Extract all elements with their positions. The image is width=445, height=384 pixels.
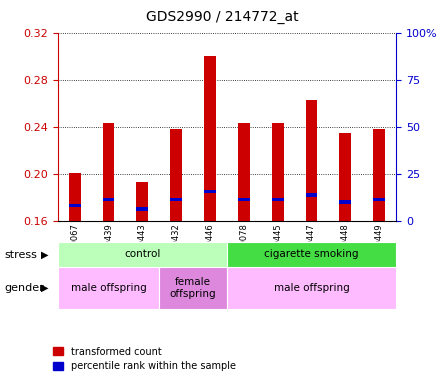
Bar	[103, 198, 114, 201]
Bar	[272, 123, 283, 221]
Bar	[340, 132, 351, 221]
Text: ▶: ▶	[41, 283, 48, 293]
Bar	[170, 198, 182, 201]
Bar	[69, 204, 81, 207]
Bar	[170, 129, 182, 221]
Bar	[306, 193, 317, 197]
Text: male offspring: male offspring	[71, 283, 146, 293]
Bar	[137, 182, 148, 221]
Bar	[204, 190, 216, 193]
Bar	[306, 100, 317, 221]
Bar	[272, 198, 283, 201]
Bar	[340, 200, 351, 204]
Bar	[373, 198, 385, 201]
Text: male offspring: male offspring	[274, 283, 349, 293]
Bar	[58, 242, 227, 267]
Bar	[238, 198, 250, 201]
Bar	[103, 123, 114, 221]
Text: stress: stress	[4, 250, 37, 260]
Bar	[58, 267, 159, 309]
Text: cigarette smoking: cigarette smoking	[264, 249, 359, 260]
Bar	[227, 267, 396, 309]
Bar	[227, 242, 396, 267]
Text: ▶: ▶	[41, 250, 48, 260]
Bar	[159, 267, 227, 309]
Text: GDS2990 / 214772_at: GDS2990 / 214772_at	[146, 10, 299, 23]
Bar	[69, 172, 81, 221]
Bar	[204, 56, 216, 221]
Text: gender: gender	[4, 283, 44, 293]
Bar	[238, 123, 250, 221]
Bar	[137, 207, 148, 211]
Legend: transformed count, percentile rank within the sample: transformed count, percentile rank withi…	[49, 343, 240, 375]
Bar	[373, 129, 385, 221]
Text: control: control	[124, 249, 161, 260]
Text: female
offspring: female offspring	[170, 277, 216, 299]
